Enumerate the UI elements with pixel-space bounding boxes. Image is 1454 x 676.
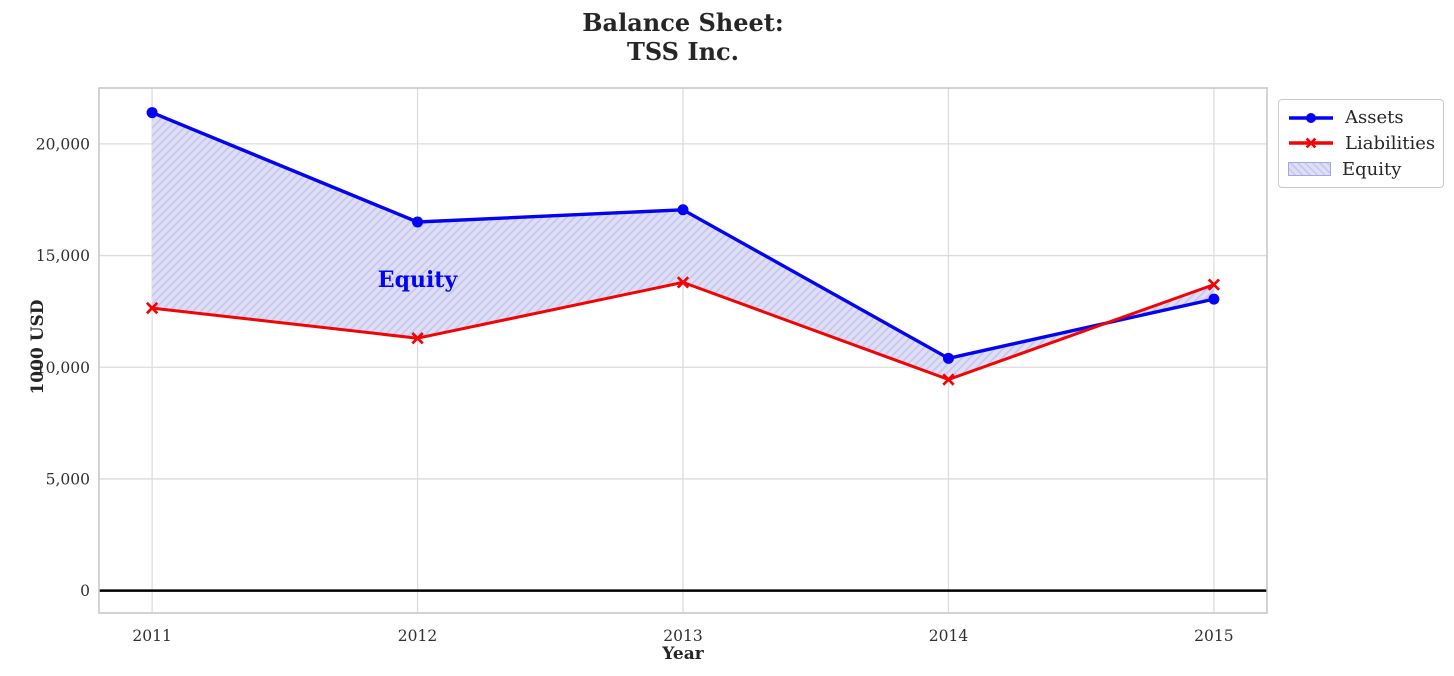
y-tick-label: 10,000	[36, 359, 90, 377]
y-axis-label: 1000 USD	[28, 299, 48, 395]
equity-legend-swatch-icon	[1288, 162, 1331, 177]
x-tick-label: 2012	[398, 627, 437, 645]
legend-item-assets: Assets	[1288, 107, 1434, 128]
legend-item-equity: Equity	[1288, 159, 1434, 180]
assets-marker	[1208, 293, 1220, 305]
liabilities-marker	[411, 332, 424, 345]
assets-legend-swatch-icon	[1289, 112, 1333, 123]
liabilities-marker	[1207, 278, 1221, 291]
assets-marker	[412, 216, 424, 228]
legend-item-liabilities: Liabilities	[1288, 132, 1436, 154]
y-tick-label: 20,000	[36, 135, 90, 153]
liabilities-legend-swatch-icon	[1289, 138, 1333, 149]
liabilities-marker	[145, 301, 159, 315]
x-tick-label: 2013	[663, 627, 702, 645]
chart-title: Balance Sheet: TSS Inc.	[99, 8, 1267, 66]
legend: Assets Liabilities Equity	[1278, 99, 1444, 188]
legend-x-marker-icon	[1305, 138, 1317, 149]
chart-title-line1: Balance Sheet:	[582, 8, 784, 37]
y-tick-label: 0	[80, 582, 90, 600]
x-tick-label: 2015	[1194, 627, 1233, 645]
plot-border	[98, 87, 1268, 614]
y-tick-label: 5,000	[46, 471, 90, 489]
liabilities-marker	[942, 373, 955, 386]
legend-label-equity: Equity	[1342, 158, 1402, 180]
legend-label-liabilities: Liabilities	[1345, 132, 1436, 154]
liabilities-marker	[676, 276, 690, 289]
assets-marker	[146, 107, 158, 119]
legend-label-assets: Assets	[1345, 107, 1404, 129]
assets-marker	[677, 204, 689, 216]
legend-circle-marker-icon	[1306, 112, 1316, 123]
x-tick-label: 2014	[929, 627, 969, 645]
x-tick-label: 2011	[132, 627, 171, 645]
x-axis-label: Year	[662, 644, 704, 664]
equity-annotation: Equity	[377, 267, 458, 294]
chart-title-line2: TSS Inc.	[627, 37, 739, 66]
y-tick-label: 15,000	[36, 247, 90, 265]
equity-fill-area	[152, 112, 1214, 380]
assets-marker	[942, 352, 954, 364]
